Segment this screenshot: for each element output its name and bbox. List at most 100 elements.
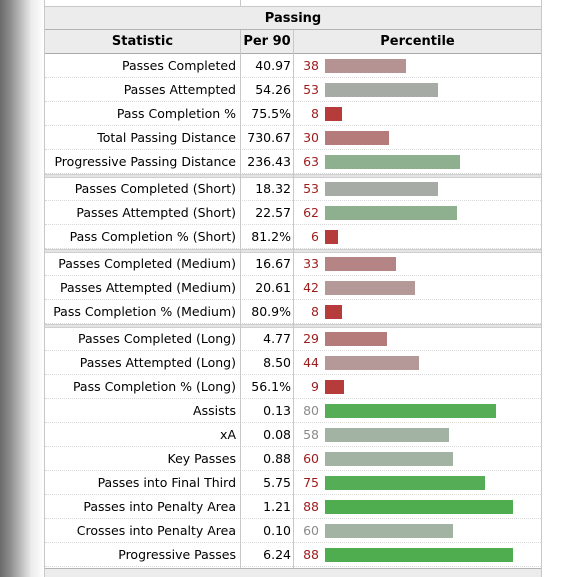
per90-value: 40.97 xyxy=(255,58,291,73)
stat-name: Passes Completed xyxy=(121,58,236,73)
percentile-bar xyxy=(325,155,460,169)
percentile-value: 8 xyxy=(311,106,319,121)
per90-value: 4.77 xyxy=(263,331,291,346)
percentile-bar xyxy=(325,206,457,220)
per90-value: 56.1% xyxy=(251,379,291,394)
stat-name: Passes Completed (Medium) xyxy=(58,256,236,271)
column-divider xyxy=(240,30,241,54)
table-row[interactable]: Passes Attempted (Short) 22.57 62 xyxy=(45,201,541,225)
stat-name: Progressive Passes xyxy=(118,547,236,562)
percentile-bar xyxy=(325,281,415,295)
percentile-bar xyxy=(325,332,387,346)
stat-name: Progressive Passing Distance xyxy=(54,154,236,169)
stat-name: Pass Completion % (Short) xyxy=(69,229,236,244)
per90-value: 236.43 xyxy=(247,154,291,169)
window-shadow xyxy=(0,0,30,577)
section-title: Passing xyxy=(45,7,541,30)
per90-value: 80.9% xyxy=(251,304,291,319)
per90-value: 81.2% xyxy=(251,229,291,244)
per90-value: 54.26 xyxy=(255,82,291,97)
per90-value: 0.10 xyxy=(263,523,291,538)
percentile-value: 38 xyxy=(303,58,319,73)
per90-value: 20.61 xyxy=(255,280,291,295)
percentile-value: 53 xyxy=(303,82,319,97)
percentile-value: 88 xyxy=(303,547,319,562)
stat-name: Passes Attempted xyxy=(123,82,236,97)
stat-name: Passes Attempted (Short) xyxy=(76,205,236,220)
table-header-row: Statistic Per 90 Percentile xyxy=(45,30,541,54)
column-divider xyxy=(293,30,294,54)
percentile-bar xyxy=(325,230,338,244)
percentile-bar xyxy=(325,380,344,394)
column-divider xyxy=(240,54,241,568)
per90-value: 6.24 xyxy=(263,547,291,562)
per90-value: 0.13 xyxy=(263,403,291,418)
percentile-value: 42 xyxy=(303,280,319,295)
stat-name: Passes Completed (Short) xyxy=(74,181,236,196)
percentile-bar xyxy=(325,404,496,418)
stat-name: xA xyxy=(220,427,236,442)
per90-value: 22.57 xyxy=(255,205,291,220)
per90-value: 75.5% xyxy=(251,106,291,121)
percentile-value: 9 xyxy=(311,379,319,394)
per90-value: 18.32 xyxy=(255,181,291,196)
percentile-value: 44 xyxy=(303,355,319,370)
percentile-value: 80 xyxy=(303,403,319,418)
stat-name: Crosses into Penalty Area xyxy=(76,523,236,538)
column-divider xyxy=(293,54,294,568)
stat-name: Pass Completion % xyxy=(116,106,236,121)
per90-value: 16.67 xyxy=(255,256,291,271)
stat-name: Key Passes xyxy=(167,451,237,466)
stat-name: Pass Completion % (Medium) xyxy=(53,304,236,319)
percentile-bar xyxy=(325,182,438,196)
percentile-bar xyxy=(325,131,389,145)
percentile-value: 62 xyxy=(303,205,319,220)
table-row[interactable]: Progressive Passes 6.24 88 xyxy=(45,543,541,567)
percentile-bar xyxy=(325,548,513,562)
column-header-per90[interactable]: Per 90 xyxy=(243,34,291,49)
per90-value: 0.88 xyxy=(263,451,291,466)
percentile-bar xyxy=(325,524,453,538)
percentile-bar xyxy=(325,107,342,121)
percentile-value: 63 xyxy=(303,154,319,169)
percentile-value: 30 xyxy=(303,130,319,145)
per90-value: 0.08 xyxy=(263,427,291,442)
per90-value: 1.21 xyxy=(263,499,291,514)
per90-value: 730.67 xyxy=(247,130,291,145)
percentile-value: 29 xyxy=(303,331,319,346)
percentile-value: 75 xyxy=(303,475,319,490)
table-row[interactable]: Pass Completion % (Long) 56.1% 9 xyxy=(45,375,541,399)
stat-name: Passes into Penalty Area xyxy=(83,499,236,514)
window-shadow-edge xyxy=(30,0,44,577)
percentile-value: 88 xyxy=(303,499,319,514)
stat-name: Assists xyxy=(193,403,236,418)
percentile-value: 60 xyxy=(303,451,319,466)
percentile-value: 53 xyxy=(303,181,319,196)
percentile-bar xyxy=(325,452,453,466)
per90-value: 8.50 xyxy=(263,355,291,370)
column-divider xyxy=(240,0,241,7)
column-header-percentile[interactable]: Percentile xyxy=(380,34,455,49)
table-footer-row xyxy=(45,568,541,577)
percentile-bar xyxy=(325,59,406,73)
percentile-value: 6 xyxy=(311,229,319,244)
percentile-value: 60 xyxy=(303,523,319,538)
stat-name: Passes Attempted (Medium) xyxy=(59,280,236,295)
stat-name: Passes into Final Third xyxy=(97,475,236,490)
percentile-bar xyxy=(325,83,438,97)
column-header-statistic[interactable]: Statistic xyxy=(111,34,174,49)
percentile-value: 58 xyxy=(303,427,319,442)
stat-name: Passes Attempted (Long) xyxy=(79,355,236,370)
stat-name: Pass Completion % (Long) xyxy=(72,379,236,394)
percentile-bar xyxy=(325,257,396,271)
per90-value: 5.75 xyxy=(263,475,291,490)
percentile-bar xyxy=(325,305,342,319)
passing-stats-table: Passing Statistic Per 90 Percentile Pass… xyxy=(44,0,542,577)
percentile-bar xyxy=(325,356,419,370)
percentile-bar xyxy=(325,476,485,490)
stat-name: Total Passing Distance xyxy=(97,130,236,145)
previous-table-bottom-row xyxy=(45,0,541,7)
percentile-bar xyxy=(325,500,513,514)
percentile-value: 8 xyxy=(311,304,319,319)
percentile-value: 33 xyxy=(303,256,319,271)
